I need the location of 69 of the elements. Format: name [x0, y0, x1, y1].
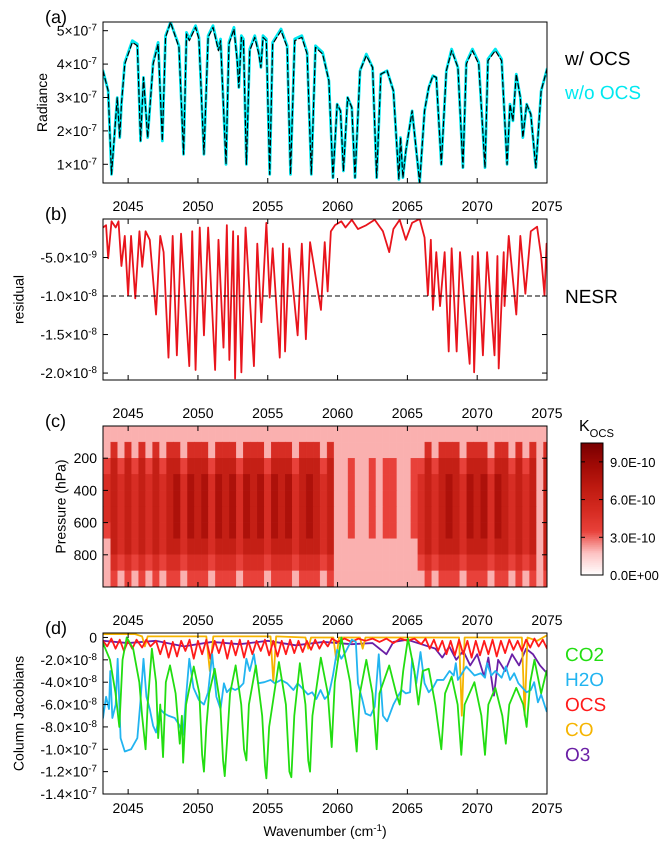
y-tick-label: 1×10$^{-7}$	[56, 156, 97, 172]
color-bar-title: K$_{OCS}$	[579, 418, 614, 440]
x2-tick-label: 2065	[392, 405, 424, 421]
x-tick-label: 2070	[462, 612, 493, 628]
series-label: CO2	[565, 645, 604, 666]
color-bar-label: 9.0E-10	[610, 454, 656, 470]
x-tick-label: 2045	[112, 612, 144, 628]
y-tick-label: -6.0×10$^{-8}$	[40, 696, 98, 713]
ref-line-label: NESR	[565, 287, 618, 308]
x-axis-title: Wavenumber (cm$^{-1}$)	[263, 822, 387, 839]
text: CO	[565, 720, 594, 741]
y-tick-label: 2×10$^{-7}$	[56, 122, 97, 139]
x2-tick-label: 2050	[182, 405, 214, 421]
chart-title: (b)	[45, 204, 67, 224]
series-label: H2O	[565, 670, 604, 691]
x2-tick-label: 2075	[531, 405, 563, 421]
y-tick-label: -1.2×10$^{-7}$	[40, 763, 97, 780]
x-tick-label: 2055	[252, 612, 284, 628]
series-label: w/ OCS	[564, 49, 630, 70]
y-axis-title: Pressure (hPa)	[52, 459, 69, 554]
x2-tick-label: 2075	[531, 198, 563, 214]
x2-tick-label: 2070	[462, 405, 493, 421]
y-tick-label: 200	[74, 450, 98, 466]
y-tick-label: 600	[74, 514, 98, 531]
y-tick-label: 0	[89, 629, 98, 646]
y-axis-title: Column Jacobians	[10, 656, 26, 772]
color-bar-label: 6.0E-10	[610, 492, 656, 508]
chart-title: (d)	[45, 618, 67, 638]
y-axis-title: residual	[10, 274, 26, 324]
x-tick-label: 2050	[182, 612, 214, 628]
x2-tick-label: 2060	[322, 800, 354, 816]
y-tick-label: 400	[74, 482, 98, 498]
y-tick-label: -8.0×10$^{-8}$	[40, 718, 98, 735]
x-tick-label: 2075	[531, 612, 563, 628]
y-tick-label: -1.4×10$^{-7}$	[40, 786, 97, 802]
y-tick-label: -4.0×10$^{-8}$	[40, 674, 98, 690]
x2-tick-label: 2070	[462, 198, 493, 214]
x2-tick-label: 2065	[392, 800, 424, 816]
chart-title: (c)	[45, 411, 66, 431]
x2-tick-label: 2045	[112, 800, 144, 816]
y-axis-title: Radiance	[34, 72, 50, 132]
text: O3	[565, 745, 590, 766]
x2-tick-label: 2045	[112, 198, 144, 214]
x-tick-label: 2065	[392, 612, 424, 628]
x2-tick-label: 2075	[531, 800, 563, 816]
y-tick-label: -1.0×10$^{-7}$	[40, 740, 97, 758]
y-tick-label: -2.0×10$^{-8}$	[40, 651, 98, 668]
x2-tick-label: 2070	[462, 800, 493, 816]
color-bar-label: 3.0E-10	[610, 530, 656, 546]
x2-tick-label: 2045	[112, 405, 144, 421]
y-tick-label: -2.0×10$^{-8}$	[40, 364, 98, 382]
x2-tick-label: 2055	[252, 198, 284, 214]
y-tick-label: -1.5×10$^{-8}$	[40, 326, 98, 343]
color-bar-label: 0.0E+00	[610, 568, 659, 583]
y-tick-label: -1.0×10$^{-8}$	[40, 288, 98, 304]
y-tick-label: 4×10$^{-7}$	[56, 56, 97, 72]
x2-tick-label: 2060	[322, 405, 354, 421]
text: OCS	[565, 695, 606, 716]
x-tick-label: 2060	[322, 612, 354, 628]
x2-tick-label: 2055	[252, 405, 284, 421]
x2-tick-label: 2050	[182, 800, 214, 816]
x2-tick-label: 2050	[182, 198, 214, 214]
series-label: w/o OCS	[564, 83, 642, 104]
y-tick-label: 3×10$^{-7}$	[56, 88, 97, 106]
y-tick-label: -5.0×10$^{-9}$	[40, 249, 97, 266]
y-tick-label: 800	[74, 546, 98, 563]
x2-tick-label: 2055	[252, 800, 284, 816]
x2-tick-label: 2060	[322, 198, 354, 214]
x2-tick-label: 2065	[392, 198, 424, 214]
